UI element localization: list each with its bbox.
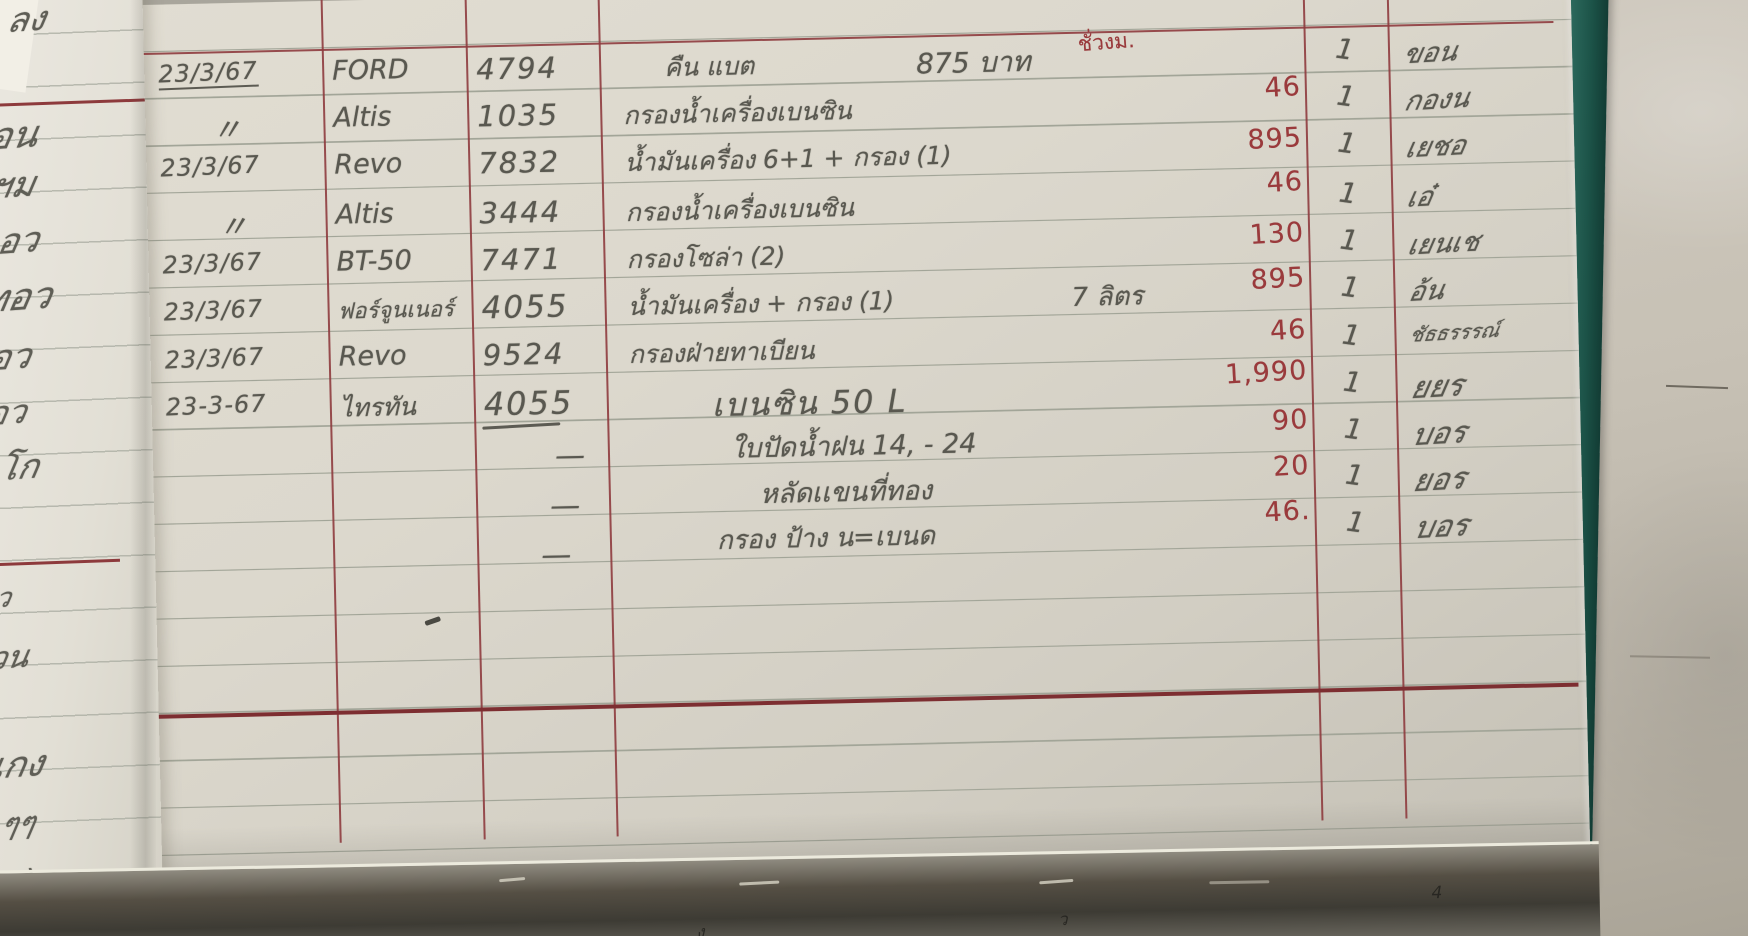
- cell-number: 7471: [480, 241, 563, 278]
- cell-description: กรองน้ำเครื่องเบนซิน: [625, 192, 855, 228]
- cell-quantity: 1: [1335, 125, 1359, 161]
- cell-quantity: 1: [1342, 411, 1365, 447]
- cell-model: ไทรทัน: [339, 391, 417, 423]
- cell-amount: [1196, 32, 1300, 38]
- cell-description-extra: 7 ลิตร: [1071, 281, 1144, 313]
- cell-signature: เอ๋: [1404, 181, 1436, 214]
- cell-date: 23/3/67: [162, 247, 263, 280]
- paper-fleck: [1039, 878, 1074, 885]
- cell-quantity: 1: [1339, 269, 1362, 305]
- cell-description: คืน แบต: [663, 51, 755, 83]
- cell-signature: เยชอ: [1402, 129, 1469, 165]
- cell-description: กรอง ป้าง น=เบนด: [716, 521, 936, 557]
- cell-date: 23-3-67: [165, 389, 267, 422]
- left-notebook-page: ลง อน ฯม เอว ทอว อว อว โก ว วน เกง ๆๆ ๆ)…: [0, 0, 170, 936]
- cell-date: 〃: [217, 209, 250, 246]
- paper-fleck: [739, 880, 780, 886]
- cell-signature: ยอร: [1410, 461, 1470, 500]
- cell-description: กรองโซล่า (2): [626, 241, 786, 275]
- cell-signature: ขอน: [1400, 36, 1461, 71]
- cell-number-ditto: —: [549, 488, 581, 524]
- cell-date: 23/3/67: [159, 150, 261, 183]
- cell-quantity: 1: [1340, 317, 1363, 353]
- cell-model: ฟอร์จูนเนอร์: [337, 297, 455, 325]
- cell-quantity: 1: [1344, 504, 1367, 540]
- cell-number-ditto: —: [540, 537, 572, 574]
- cell-number: 9524: [482, 336, 565, 373]
- paper-fleck: [499, 876, 526, 883]
- cell-signature: ยยร: [1408, 368, 1467, 407]
- cell-signature: ชัธธรรรณ์: [1407, 317, 1502, 347]
- cell-amount: 46: [1265, 165, 1304, 199]
- table-bottom-rule: [158, 682, 1579, 719]
- cell-quantity: 1: [1343, 457, 1366, 493]
- cell-amount: 1,990: [1224, 354, 1309, 391]
- cell-number-ditto: —: [554, 438, 586, 474]
- cell-quantity: 1: [1337, 175, 1360, 211]
- cell-date: 23/3/67: [164, 342, 265, 375]
- cell-signature: อ้น: [1406, 274, 1448, 308]
- cell-quantity: 1: [1341, 364, 1364, 400]
- wall-crack: [1629, 655, 1711, 659]
- cell-amount: 90: [1271, 403, 1310, 437]
- cell-amount: 46: [1269, 313, 1308, 347]
- cell-amount: 130: [1248, 216, 1305, 252]
- cell-model: Revo: [338, 340, 407, 373]
- cell-number: 4055: [481, 288, 569, 327]
- cell-date: 〃: [210, 112, 244, 149]
- cell-date: 23/3/67: [163, 294, 264, 327]
- cell-signature: เยนเช: [1405, 226, 1483, 262]
- cell-number: 4794: [475, 50, 559, 87]
- cell-amount: 46: [1263, 70, 1302, 104]
- cell-signature: บอร: [1411, 508, 1472, 547]
- cell-signature: กองน: [1401, 82, 1473, 118]
- paper-fleck: [1209, 880, 1270, 885]
- cell-description: น้ำมันเครื่อง 6+1 + กรอง (1): [624, 140, 952, 178]
- cell-description: กรองน้ำเครื่องเบนซิน: [622, 95, 852, 131]
- cell-number: 7832: [477, 144, 561, 181]
- cell-amount: 895: [1249, 261, 1307, 296]
- cell-description: กรองฝ่ายทาเบียน: [628, 335, 815, 370]
- cell-model: FORD: [331, 53, 409, 87]
- cell-amount: 895: [1246, 121, 1303, 157]
- cell-model: Revo: [334, 148, 403, 181]
- edge-mark: 4: [1431, 883, 1443, 904]
- cell-number: 1035: [476, 97, 560, 134]
- cell-number: 3444: [479, 194, 562, 231]
- cell-amount: 20: [1272, 449, 1311, 483]
- number-underline: [482, 422, 561, 430]
- edge-mark: ว: [1057, 909, 1068, 931]
- edge-mark: ง: [695, 922, 705, 936]
- cell-model: Altis: [332, 101, 392, 134]
- ledger-page: 23/3/67 FORD 4794 คืน แบต 875 บาท ชั่วงม…: [142, 0, 1592, 933]
- cell-quantity: 1: [1338, 222, 1361, 258]
- cell-amount: 46.: [1263, 494, 1312, 529]
- cell-signature: บอร: [1409, 415, 1470, 454]
- cell-description: ใบปัดน้ำฝน 14, - 24: [730, 428, 977, 465]
- cell-quantity: 1: [1333, 31, 1356, 67]
- cell-note: ชั่วงม.: [1076, 28, 1136, 57]
- cell-description: หลัดเเขนที่ทอง: [759, 475, 933, 511]
- cell-description: น้ำมันเครื่อง + กรอง (1): [627, 286, 895, 322]
- cell-model: Altis: [335, 198, 394, 231]
- cell-model: BT-50: [336, 244, 413, 278]
- ink-speck: [424, 616, 442, 627]
- cell-quantity: 1: [1334, 78, 1358, 114]
- cell-description-amount: 875 บาท: [915, 44, 1031, 81]
- wall-crack: [1665, 384, 1729, 390]
- cell-date: 23/3/67: [157, 56, 259, 91]
- cell-number: 4055: [483, 383, 574, 424]
